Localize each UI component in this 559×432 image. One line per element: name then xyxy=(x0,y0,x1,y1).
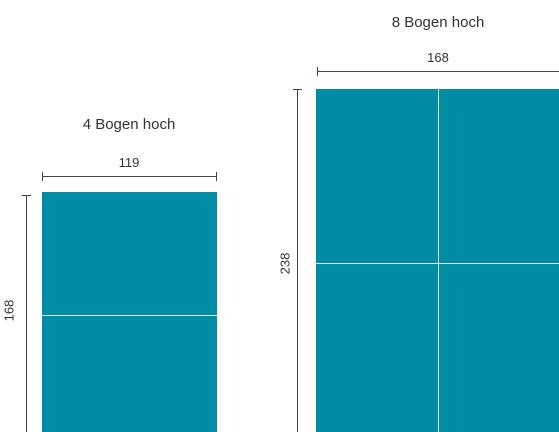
right-width-dimension xyxy=(317,67,559,77)
left-width-line xyxy=(42,176,217,177)
right-height-tick-start xyxy=(293,89,302,90)
right-width-line xyxy=(317,71,559,72)
left-width-label: 119 xyxy=(118,155,140,170)
right-sheet-horizontal-divider xyxy=(316,263,559,264)
left-height-dimension xyxy=(22,195,32,432)
left-sheet xyxy=(42,192,217,432)
left-height-tick-start xyxy=(22,195,31,196)
left-sheet-horizontal-divider xyxy=(42,315,217,316)
right-title: 8 Bogen hoch xyxy=(391,14,485,31)
left-height-label: 168 xyxy=(1,299,17,322)
right-height-dimension xyxy=(293,89,303,432)
right-width-tick-start xyxy=(317,67,318,76)
left-title: 4 Bogen hoch xyxy=(82,116,176,133)
left-height-line xyxy=(26,195,27,432)
left-width-dimension xyxy=(42,172,217,182)
right-height-line xyxy=(297,89,298,432)
right-sheet xyxy=(316,89,559,432)
left-width-tick-start xyxy=(42,172,43,181)
right-sheet-vertical-divider xyxy=(438,89,439,432)
right-width-label: 168 xyxy=(427,50,449,65)
right-height-label: 238 xyxy=(277,252,293,275)
left-width-tick-end xyxy=(216,172,217,181)
